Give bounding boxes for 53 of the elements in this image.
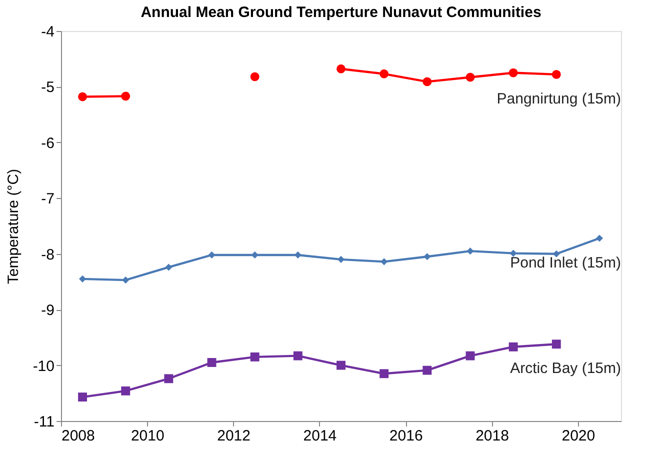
point [422,77,432,86]
point [466,248,474,255]
y-tick-label: -6 [41,134,54,152]
point [422,366,432,375]
series-label: Pangnirtung (15m) [496,90,622,108]
y-axis-title: Temperature (°C) [4,168,22,284]
point [510,250,517,257]
point [424,253,431,260]
y-tick-label: -7 [41,190,54,208]
point [165,264,172,271]
chart-title: Annual Mean Ground Temperture Nunavut Communities [140,4,542,21]
point [208,251,216,259]
y-tick-label: -11 [34,414,54,430]
point [552,70,561,79]
point [552,340,561,349]
series-label: Arctic Bay (15m) [510,360,621,378]
point [250,352,260,362]
y-tick-label: -4 [41,24,54,40]
point [508,342,518,352]
point [380,69,389,78]
point [337,256,345,263]
point [164,374,174,384]
point [121,92,130,101]
point [466,72,475,82]
point [79,275,86,282]
point [250,72,260,82]
point [78,92,88,102]
y-tick-label: -10 [32,358,54,375]
point [294,251,302,259]
x-tick-label: 2012 [217,428,250,444]
point [596,234,603,242]
point [122,276,130,284]
y-tick-label: -8 [41,246,54,264]
x-tick-label: 2020 [562,428,596,444]
point [293,351,302,360]
point [121,386,130,396]
point [336,360,346,370]
y-tick-label: -9 [41,302,54,320]
point [380,369,389,378]
x-tick-label: 2014 [303,428,337,444]
x-tick-label: 2018 [476,428,509,444]
x-tick-label: 2008 [62,428,95,444]
y-tick-label: -5 [41,79,54,96]
point [207,358,216,367]
x-tick-label: 2010 [130,428,164,444]
point [380,258,388,266]
point [336,64,346,74]
point [466,351,475,360]
point [251,251,258,259]
series-label: Pond Inlet (15m) [510,254,622,272]
point [78,392,88,402]
point [508,68,518,78]
x-tick-label: 2016 [389,428,423,444]
